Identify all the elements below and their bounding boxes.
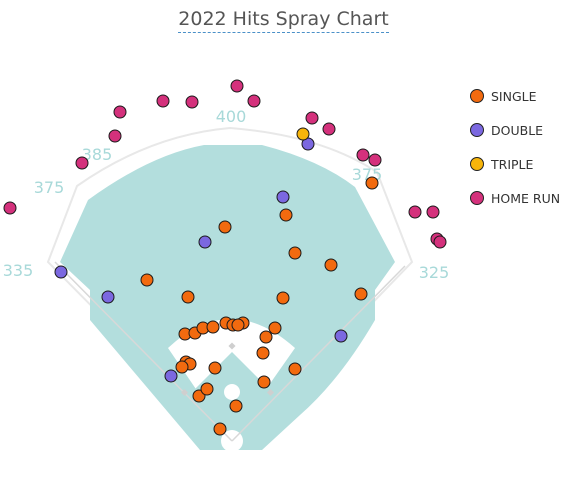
hit-points bbox=[3, 79, 447, 436]
hit-point-home-run[interactable] bbox=[230, 79, 244, 93]
legend: SINGLE DOUBLE TRIPLE HOME RUN bbox=[470, 79, 565, 215]
distance-label-375: 375 bbox=[34, 178, 65, 197]
hit-point-double[interactable] bbox=[276, 190, 290, 204]
hit-point-home-run[interactable] bbox=[113, 105, 127, 119]
foul-line-left bbox=[54, 261, 233, 442]
hit-point-home-run[interactable] bbox=[247, 94, 261, 108]
hit-point-double[interactable] bbox=[54, 265, 68, 279]
legend-item-triple[interactable]: TRIPLE bbox=[470, 147, 565, 181]
hit-point-single[interactable] bbox=[175, 360, 189, 374]
hit-point-home-run[interactable] bbox=[305, 111, 319, 125]
legend-item-double[interactable]: DOUBLE bbox=[470, 113, 565, 147]
hit-point-home-run[interactable] bbox=[433, 235, 447, 249]
hit-point-single[interactable] bbox=[140, 273, 154, 287]
hit-point-single[interactable] bbox=[365, 176, 379, 190]
third-base bbox=[180, 388, 189, 397]
hit-point-home-run[interactable] bbox=[3, 201, 17, 215]
hit-point-single[interactable] bbox=[257, 375, 271, 389]
hit-point-single[interactable] bbox=[208, 361, 222, 375]
hit-point-single[interactable] bbox=[354, 287, 368, 301]
legend-swatch-home-run bbox=[470, 191, 484, 205]
legend-label-single: SINGLE bbox=[491, 88, 537, 104]
pitchers-mound bbox=[224, 384, 240, 400]
legend-swatch-single bbox=[470, 89, 484, 103]
hit-point-home-run[interactable] bbox=[368, 153, 382, 167]
legend-swatch-double bbox=[470, 123, 484, 137]
hit-point-double[interactable] bbox=[101, 290, 115, 304]
legend-label-triple: TRIPLE bbox=[491, 156, 534, 172]
hit-point-home-run[interactable] bbox=[426, 205, 440, 219]
distance-label-325: 325 bbox=[419, 263, 450, 282]
hit-point-single[interactable] bbox=[231, 318, 245, 332]
legend-swatch-triple bbox=[470, 157, 484, 171]
hit-point-single[interactable] bbox=[288, 246, 302, 260]
hit-point-single[interactable] bbox=[200, 382, 214, 396]
legend-label-home-run: HOME RUN bbox=[491, 190, 561, 206]
hit-point-single[interactable] bbox=[206, 320, 220, 334]
distance-label-385: 385 bbox=[82, 145, 113, 164]
hit-point-single[interactable] bbox=[276, 291, 290, 305]
legend-item-home-run[interactable]: HOME RUN bbox=[470, 181, 565, 215]
hit-point-single[interactable] bbox=[229, 399, 243, 413]
hit-point-home-run[interactable] bbox=[185, 95, 199, 109]
hit-point-single[interactable] bbox=[279, 208, 293, 222]
hit-point-single[interactable] bbox=[213, 422, 227, 436]
hit-point-single[interactable] bbox=[259, 330, 273, 344]
hit-point-double[interactable] bbox=[334, 329, 348, 343]
hit-point-home-run[interactable] bbox=[356, 148, 370, 162]
hit-point-single[interactable] bbox=[218, 220, 232, 234]
distance-label-400: 400 bbox=[216, 107, 247, 126]
second-base bbox=[228, 342, 236, 350]
hit-point-home-run[interactable] bbox=[322, 122, 336, 136]
hit-point-home-run[interactable] bbox=[156, 94, 170, 108]
chart-title: 2022 Hits Spray Chart bbox=[0, 8, 567, 33]
hit-point-single[interactable] bbox=[324, 258, 338, 272]
hit-point-home-run[interactable] bbox=[408, 205, 422, 219]
outfield-grass bbox=[60, 145, 395, 450]
foul-line-right bbox=[231, 265, 406, 442]
baseball-field bbox=[46, 126, 414, 452]
legend-label-double: DOUBLE bbox=[491, 122, 544, 138]
first-base bbox=[266, 388, 275, 397]
hit-point-single[interactable] bbox=[256, 346, 270, 360]
hit-point-triple[interactable] bbox=[296, 127, 310, 141]
hit-point-double[interactable] bbox=[198, 235, 212, 249]
legend-item-single[interactable]: SINGLE bbox=[470, 79, 565, 113]
hit-point-home-run[interactable] bbox=[75, 156, 89, 170]
hit-point-single[interactable] bbox=[181, 290, 195, 304]
chart-title-text: 2022 Hits Spray Chart bbox=[178, 8, 389, 33]
hit-point-single[interactable] bbox=[288, 362, 302, 376]
hit-point-single[interactable] bbox=[268, 321, 282, 335]
hit-point-home-run[interactable] bbox=[108, 129, 122, 143]
hit-point-double[interactable] bbox=[164, 369, 178, 383]
distance-label-335: 335 bbox=[3, 261, 34, 280]
